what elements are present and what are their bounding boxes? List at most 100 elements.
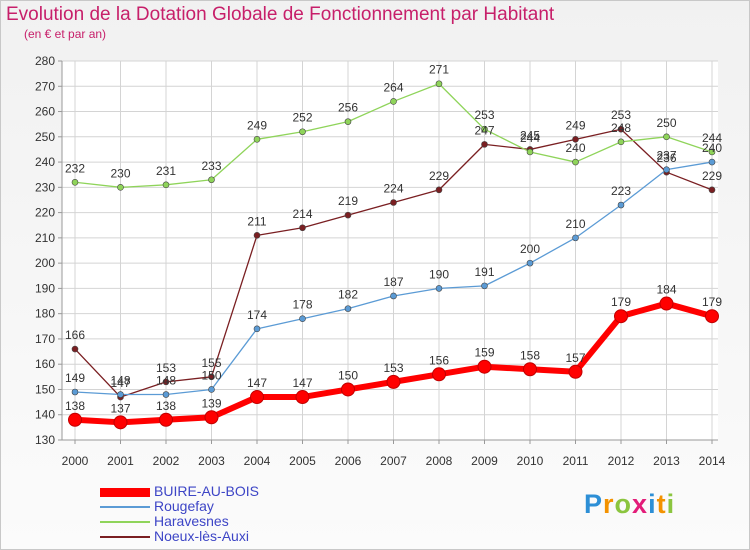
y-tick-label: 140 [35, 408, 55, 422]
logo-letter: i [666, 489, 676, 519]
data-point-buire-au-bois [159, 412, 173, 427]
data-label-buire-au-bois: 150 [338, 368, 358, 382]
data-point-haravesnes [208, 176, 215, 184]
data-point-haravesnes [299, 128, 306, 136]
data-label-haravesnes: 244 [520, 131, 540, 145]
data-point-rougefay [435, 285, 443, 292]
y-tick-label: 130 [35, 433, 55, 447]
y-tick-label: 150 [35, 382, 55, 396]
data-label-noeux-les-auxi: 219 [338, 194, 358, 208]
legend-label-rougefay: Rougefay [154, 498, 214, 514]
legend-swatch-rougefay [100, 506, 150, 508]
data-label-buire-au-bois: 138 [65, 399, 85, 413]
data-label-noeux-les-auxi: 147 [110, 376, 130, 390]
data-point-buire-au-bois [477, 359, 492, 374]
data-point-buire-au-bois [386, 374, 401, 389]
data-label-noeux-les-auxi: 153 [156, 361, 176, 375]
x-tick-label: 2001 [107, 454, 134, 468]
x-tick-label: 2002 [153, 454, 180, 468]
x-tick-label: 2003 [198, 454, 225, 468]
data-point-noeux-les-auxi [435, 186, 443, 194]
data-point-haravesnes [344, 118, 352, 125]
x-tick-label: 2013 [653, 454, 680, 468]
data-label-rougefay: 148 [156, 374, 176, 388]
data-label-haravesnes: 250 [656, 116, 676, 130]
y-tick-label: 280 [35, 54, 55, 68]
data-point-buire-au-bois [295, 390, 310, 405]
data-point-buire-au-bois [705, 309, 719, 324]
data-label-rougefay: 150 [201, 368, 221, 382]
y-tick-label: 190 [35, 281, 55, 295]
data-label-haravesnes: 231 [156, 164, 176, 178]
data-label-buire-au-bois: 159 [474, 346, 494, 360]
data-label-haravesnes: 249 [247, 118, 267, 132]
data-point-haravesnes [708, 148, 716, 156]
data-label-noeux-les-auxi: 249 [565, 118, 585, 132]
data-label-haravesnes: 232 [65, 161, 85, 175]
data-label-buire-au-bois: 139 [201, 396, 221, 410]
data-label-haravesnes: 253 [474, 108, 494, 122]
data-label-rougefay: 223 [611, 184, 631, 198]
data-point-noeux-les-auxi [344, 211, 352, 219]
data-point-buire-au-bois [341, 382, 355, 397]
data-label-buire-au-bois: 156 [429, 353, 449, 367]
data-label-rougefay: 240 [702, 141, 722, 155]
legend-item-buire-au-bois: BUIRE-AU-BOIS [100, 484, 320, 499]
data-point-buire-au-bois [68, 412, 82, 427]
data-label-buire-au-bois: 137 [110, 401, 130, 415]
data-point-rougefay [344, 305, 352, 312]
data-point-rougefay [663, 166, 670, 173]
data-label-haravesnes: 244 [702, 131, 722, 145]
data-point-noeux-les-auxi [71, 345, 79, 353]
data-label-noeux-les-auxi: 155 [201, 356, 221, 370]
data-point-noeux-les-auxi [208, 373, 215, 381]
data-label-haravesnes: 264 [383, 80, 403, 94]
data-label-haravesnes: 230 [110, 166, 130, 180]
data-label-haravesnes: 248 [611, 121, 631, 135]
data-label-buire-au-bois: 184 [656, 283, 676, 297]
x-tick-label: 2005 [289, 454, 316, 468]
data-label-noeux-les-auxi: 214 [292, 207, 312, 221]
y-tick-label: 240 [35, 155, 55, 169]
data-label-rougefay: 148 [110, 374, 130, 388]
legend-swatch-noeux-les-auxi [100, 536, 150, 538]
data-label-haravesnes: 271 [429, 63, 449, 77]
data-label-rougefay: 149 [65, 371, 85, 385]
data-label-rougefay: 200 [520, 242, 540, 256]
logo-letter: r [603, 489, 615, 519]
data-label-noeux-les-auxi: 211 [247, 214, 266, 228]
data-point-noeux-les-auxi [572, 136, 579, 143]
data-label-buire-au-bois: 153 [383, 361, 403, 375]
data-label-noeux-les-auxi: 224 [383, 181, 403, 195]
data-point-buire-au-bois [113, 415, 128, 430]
legend-label-haravesnes: Haravesnes [154, 513, 229, 529]
data-point-haravesnes [162, 181, 170, 189]
legend-label-buire-au-bois: BUIRE-AU-BOIS [154, 483, 260, 499]
data-point-haravesnes [572, 158, 579, 166]
data-point-haravesnes [663, 133, 670, 141]
data-label-rougefay: 182 [338, 288, 358, 302]
data-label-noeux-les-auxi: 229 [702, 169, 722, 183]
data-point-rougefay [117, 391, 124, 398]
data-label-buire-au-bois: 157 [565, 351, 585, 365]
data-label-rougefay: 174 [247, 308, 267, 322]
data-label-haravesnes: 233 [201, 159, 221, 173]
data-label-rougefay: 210 [565, 217, 585, 231]
x-tick-label: 2007 [380, 454, 407, 468]
data-point-noeux-les-auxi [481, 141, 488, 148]
data-label-rougefay: 191 [474, 265, 494, 279]
y-tick-label: 160 [35, 357, 55, 371]
chart-title: Evolution de la Dotation Globale de Fonc… [6, 4, 555, 25]
data-point-noeux-les-auxi [390, 199, 397, 206]
data-label-rougefay: 190 [429, 267, 449, 281]
data-label-buire-au-bois: 179 [611, 295, 631, 309]
data-point-noeux-les-auxi [162, 378, 170, 386]
data-label-noeux-les-auxi: 236 [656, 151, 676, 165]
legend-swatch-haravesnes [100, 521, 150, 523]
data-point-rougefay [572, 234, 579, 242]
data-point-noeux-les-auxi [253, 232, 261, 239]
chart-subtitle: (en € et par an) [24, 27, 107, 41]
data-point-noeux-les-auxi [708, 186, 716, 194]
data-label-noeux-les-auxi: 166 [65, 328, 85, 342]
